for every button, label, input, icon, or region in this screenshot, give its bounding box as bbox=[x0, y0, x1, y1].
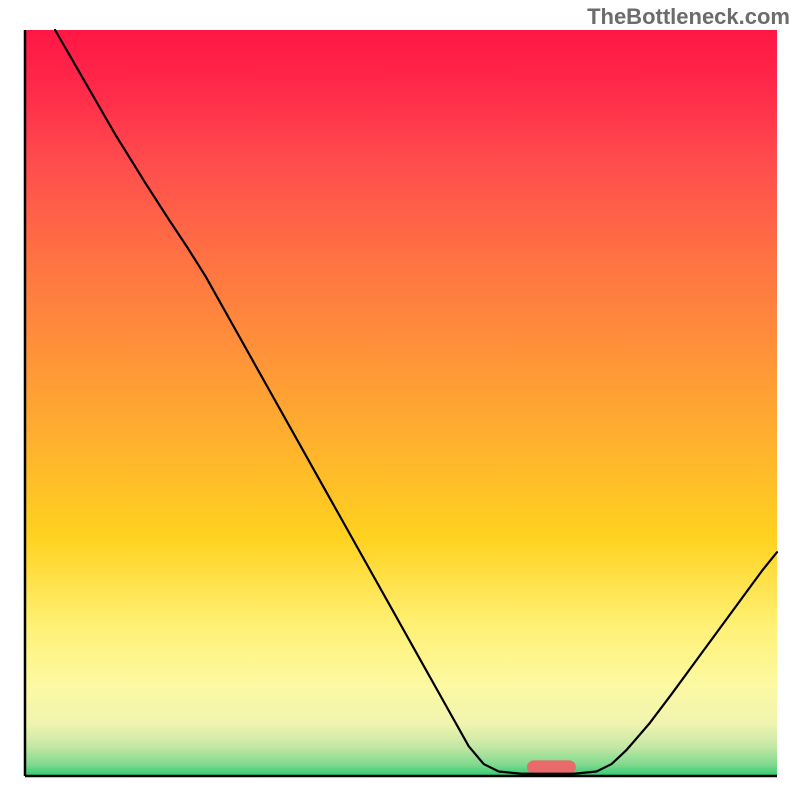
watermark-text: TheBottleneck.com bbox=[587, 4, 790, 30]
optimal-marker bbox=[527, 760, 576, 773]
chart-container: TheBottleneck.com bbox=[0, 0, 800, 800]
chart-plot bbox=[0, 0, 800, 800]
gradient-background bbox=[25, 30, 777, 776]
